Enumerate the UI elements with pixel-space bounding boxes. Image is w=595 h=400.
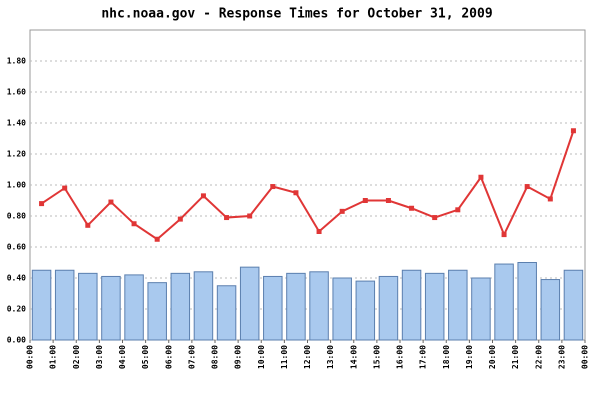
point [455,207,461,213]
y-tick-label: 1.00 [7,181,26,190]
x-tick-label: 06:00 [164,345,173,369]
point [293,190,299,196]
x-tick-label: 00:00 [26,345,35,369]
point [362,198,368,203]
point [62,185,68,191]
point [409,205,415,211]
x-tick-label: 05:00 [141,345,150,369]
bar [401,269,422,341]
y-tick-label: 0.40 [7,274,26,283]
y-tick-label: 0.60 [7,243,26,252]
x-tick-label: 03:00 [95,345,104,369]
point [385,198,391,203]
bar [517,262,537,341]
line [41,130,575,241]
point [177,216,183,222]
y-tick-label: 0.80 [7,212,26,221]
bar [263,275,283,341]
point [501,232,507,238]
x-tick-label: 11:00 [280,345,289,369]
point [154,236,160,242]
point [85,222,91,228]
x-tick-label: 04:00 [118,345,127,369]
point [247,213,253,219]
point [270,184,276,190]
bar [193,271,214,341]
point [200,193,206,199]
x-tick-label: 20:00 [488,345,497,369]
x-tick-label: 15:00 [372,345,381,369]
point [478,174,484,180]
bar [286,272,306,341]
point [108,199,114,205]
y-tick-label: 0.20 [7,305,26,314]
x-tick-label: 07:00 [187,345,196,369]
x-tick-label: 10:00 [257,345,266,369]
point [339,208,345,214]
point [224,215,230,221]
point [131,221,137,227]
x-tick-label: 22:00 [534,345,543,369]
bar [471,277,491,341]
x-tick-label: 16:00 [396,345,405,369]
bar [309,271,329,341]
bar [101,275,121,341]
x-tick-label: 00:00 [581,345,590,369]
point [547,196,553,202]
y-tick-label: 1.20 [7,150,26,159]
x-tick-label: 02:00 [72,345,81,369]
bar [216,285,237,341]
bar [170,272,191,341]
bar [378,275,399,341]
x-tick-label: 17:00 [419,345,428,369]
x-tick-label: 18:00 [442,345,451,369]
bar [563,269,584,341]
x-tick-label: 23:00 [557,345,566,369]
x-tick-label: 12:00 [303,345,312,369]
x-tick-label: 08:00 [211,345,220,369]
y-tick-label: 0.00 [7,336,26,345]
bar [239,266,260,341]
point [432,215,438,221]
bar [147,282,167,341]
bar [124,274,144,341]
chart-title: nhc.noaa.gov - Response Times for Octobe… [101,7,492,22]
x-tick-label: 19:00 [465,345,474,369]
bar [78,272,98,341]
bar [494,263,514,341]
point [316,229,322,234]
y-tick-label: 1.80 [7,57,26,66]
x-tick-label: 21:00 [511,345,520,369]
y-tick-label: 1.60 [7,88,26,97]
bar [31,269,52,341]
point [39,201,45,207]
bar [424,272,445,341]
x-tick-label: 13:00 [326,345,335,369]
bar [332,277,352,341]
x-tick-label: 14:00 [349,345,358,369]
bar [448,269,468,341]
point [570,128,576,134]
y-tick-label: 1.40 [7,119,26,128]
bar [54,269,75,341]
bar [540,279,561,341]
x-tick-label: 09:00 [234,345,243,369]
point [524,184,530,190]
x-tick-label: 01:00 [49,345,58,369]
bar [355,280,376,341]
